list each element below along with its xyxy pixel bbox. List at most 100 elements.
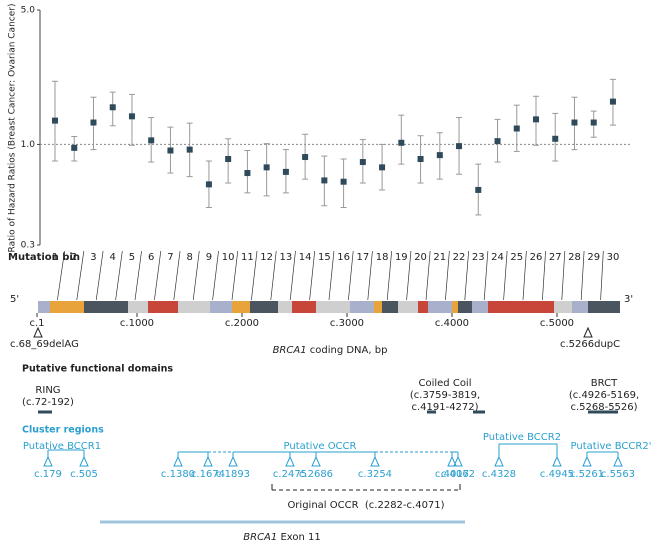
point xyxy=(398,139,405,146)
x-tick-label: 21 xyxy=(433,252,446,263)
point xyxy=(340,178,347,185)
x-tick-label: 6 xyxy=(148,252,154,263)
point xyxy=(244,170,251,177)
x-tick-label: 17 xyxy=(356,252,369,263)
bin-connector xyxy=(212,250,219,301)
bin-connector xyxy=(192,250,200,301)
triangle xyxy=(311,455,321,467)
domain-range: (c.72-192) xyxy=(22,397,74,408)
domain-name: RING xyxy=(35,385,60,396)
point xyxy=(379,164,386,171)
bin-connector xyxy=(289,250,296,301)
bin-connector xyxy=(522,250,527,301)
gene-segment xyxy=(316,301,350,313)
x-tick-label: 1 xyxy=(52,252,58,263)
bin-connector xyxy=(483,250,489,301)
y-tick-label: 0.3 xyxy=(21,241,35,251)
gene-segment xyxy=(588,301,620,313)
bin-connector xyxy=(503,250,508,301)
bin-connector xyxy=(57,250,65,301)
point xyxy=(456,143,463,150)
triangle xyxy=(583,326,593,338)
gene-segment xyxy=(278,301,292,313)
x-tick-label: 15 xyxy=(318,252,331,263)
bin-connector xyxy=(425,250,431,301)
gene-segment xyxy=(382,301,398,313)
cluster-name: Putative OCCR xyxy=(284,441,357,452)
triangle xyxy=(582,455,592,467)
bin-connector xyxy=(386,250,393,301)
gene-segment xyxy=(250,301,278,313)
gene-tick-label: c.1000 xyxy=(120,318,154,329)
point xyxy=(590,119,597,126)
original-occr: Original OCCR (c.2282-c.4071) xyxy=(287,500,444,511)
site-label: c.505 xyxy=(70,469,98,480)
gene-segment xyxy=(458,301,472,313)
bin-connector xyxy=(328,250,335,301)
x-tick-label: 8 xyxy=(186,252,192,263)
x-tick-label: 29 xyxy=(587,252,600,263)
axis-label-rest: coding DNA, bp xyxy=(307,345,388,356)
x-tick-label: 25 xyxy=(510,252,523,263)
exon-rest: Exon 11 xyxy=(277,532,320,543)
bin-connector xyxy=(173,250,181,301)
gene-segment xyxy=(210,301,232,313)
gene-tick-label: c.4000 xyxy=(435,318,469,329)
site-label: c.2475 xyxy=(273,469,307,480)
triangle xyxy=(228,455,238,467)
site-label: c.179 xyxy=(34,469,62,480)
gene-segment xyxy=(374,301,382,313)
point xyxy=(205,181,212,188)
bin-connector xyxy=(154,250,162,301)
cluster-name: Putative BCCR1 xyxy=(23,441,101,452)
gene-segment xyxy=(232,301,250,313)
site-label: c.1674 xyxy=(191,469,225,480)
gene-segment xyxy=(50,301,84,313)
bin-connector xyxy=(231,250,239,301)
triangle xyxy=(613,455,623,467)
x-tick-label: 5 xyxy=(129,252,135,263)
exon-gene: BRCA1 xyxy=(243,532,277,543)
gene-segment xyxy=(452,301,458,313)
x-tick-label: 16 xyxy=(337,252,350,263)
gene-tick-label: c.5000 xyxy=(540,318,574,329)
x-axis-label: Mutation bin xyxy=(8,252,80,263)
triangle xyxy=(552,455,562,467)
point xyxy=(609,98,616,105)
gene-segment xyxy=(178,301,210,313)
triangle xyxy=(370,455,380,467)
domain-range: c.5268-5526) xyxy=(570,402,637,413)
gene-segment xyxy=(428,301,452,313)
domain-range: (c.3759-3819, xyxy=(410,390,480,401)
gene-segment xyxy=(572,301,588,313)
x-tick-label: 27 xyxy=(549,252,562,263)
clusters-heading: Cluster regions xyxy=(22,425,104,436)
domain-name: Coiled Coil xyxy=(419,378,472,389)
point xyxy=(186,146,193,153)
site-label: c.4945 xyxy=(540,469,574,480)
bin-connector xyxy=(406,250,412,301)
bin-connector xyxy=(348,250,354,301)
bin-connector xyxy=(600,250,604,301)
point xyxy=(71,144,78,151)
x-tick-label: 30 xyxy=(607,252,620,263)
x-tick-label: 13 xyxy=(280,252,293,263)
point xyxy=(52,117,58,124)
bin-connector xyxy=(251,250,258,301)
triangle xyxy=(33,326,43,338)
point xyxy=(321,177,328,184)
site-label: c.5563 xyxy=(601,469,635,480)
gene-segment xyxy=(472,301,488,313)
gene-segment xyxy=(84,301,128,313)
site-label: c.2686 xyxy=(299,469,333,480)
bin-connector xyxy=(445,250,450,301)
point xyxy=(571,119,578,126)
bin-connector xyxy=(76,250,85,301)
mutation-marker: c.5266dupC xyxy=(560,339,620,350)
site-label: c.5261 xyxy=(570,469,604,480)
site-label: c.4328 xyxy=(482,469,516,480)
gene-segment xyxy=(350,301,374,313)
gene-segment xyxy=(488,301,554,313)
gene-segment xyxy=(148,301,178,313)
gene-segment xyxy=(398,301,418,313)
